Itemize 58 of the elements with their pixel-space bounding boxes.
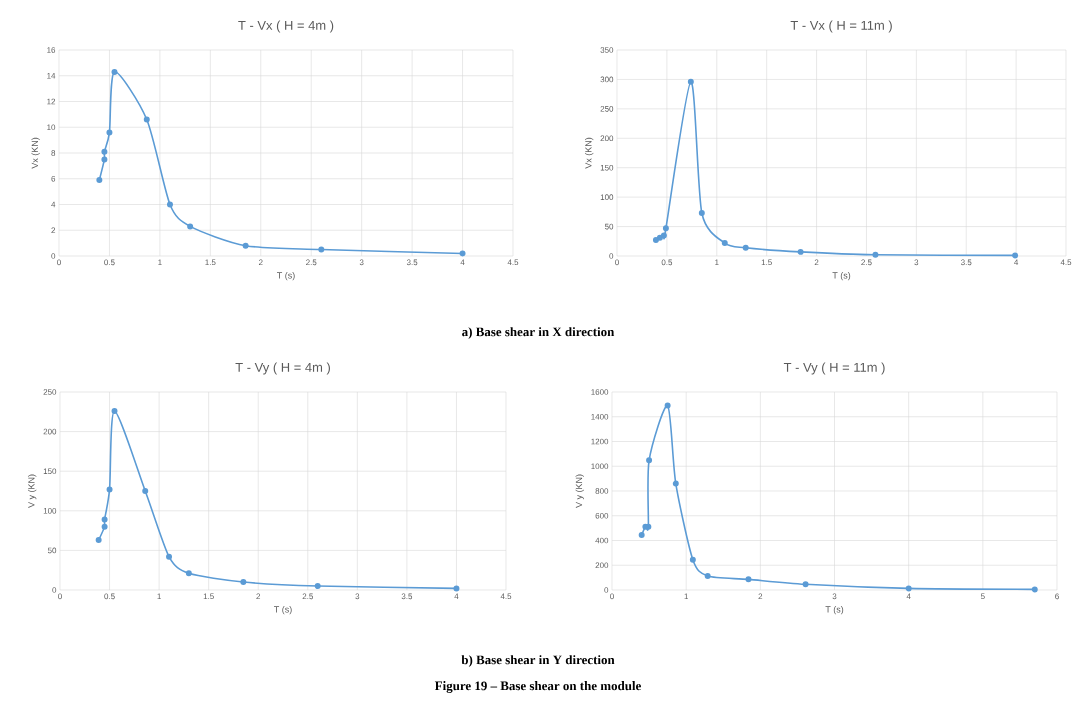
point: [872, 251, 879, 258]
point: [802, 581, 809, 588]
y-axis-title: Vx (KN): [31, 137, 40, 169]
point: [314, 583, 321, 590]
point: [111, 408, 118, 415]
point: [689, 556, 696, 563]
point: [662, 225, 669, 232]
point: [1012, 252, 1019, 259]
point: [698, 210, 705, 217]
point: [240, 579, 247, 586]
point: [742, 244, 749, 251]
point: [660, 232, 667, 239]
point: [95, 537, 102, 544]
x-axis-title: T (s): [825, 606, 844, 615]
point: [101, 156, 108, 163]
point: [101, 148, 108, 155]
chart-title: T - Vx ( H = 4m ): [238, 20, 334, 33]
point: [166, 553, 173, 560]
text: a) Base shear in X direction: [462, 327, 615, 339]
point: [185, 570, 192, 577]
point: [664, 402, 671, 409]
point: [1031, 586, 1038, 593]
point: [704, 573, 711, 580]
point: [111, 68, 118, 75]
point: [721, 240, 728, 247]
point: [166, 201, 173, 208]
point: [106, 486, 113, 493]
chart-title: T - Vx ( H = 11m ): [790, 20, 892, 33]
x-axis-title: T (s): [276, 271, 295, 281]
point: [797, 248, 804, 255]
point: [687, 78, 694, 85]
point: [242, 242, 249, 249]
chart-title: T - Vy ( H = 4m ): [235, 362, 330, 375]
point: [646, 457, 653, 464]
point: [101, 516, 108, 523]
text: b) Base shear in Y direction: [461, 655, 615, 667]
y-axis-title: Vx (KN): [584, 137, 594, 169]
point: [656, 234, 663, 241]
point: [453, 585, 460, 592]
point: [459, 250, 466, 257]
point: [101, 523, 108, 530]
point: [638, 531, 645, 538]
y-axis-title: V y (KN): [575, 474, 584, 508]
point: [652, 237, 659, 244]
point: [745, 576, 752, 583]
point: [672, 480, 679, 487]
point: [318, 246, 325, 253]
y-axis-title: V y (KN): [27, 474, 37, 508]
point: [905, 585, 912, 592]
point: [106, 129, 113, 136]
x-axis-title: T (s): [273, 606, 292, 615]
chart-title: T - Vy ( H = 11m ): [783, 362, 885, 375]
point: [143, 116, 150, 123]
caption: Figure 19 – Base shear on the module: [434, 681, 641, 693]
x-axis-title: T (s): [832, 271, 851, 281]
point: [142, 488, 149, 494]
point: [187, 223, 194, 230]
point: [96, 177, 103, 184]
